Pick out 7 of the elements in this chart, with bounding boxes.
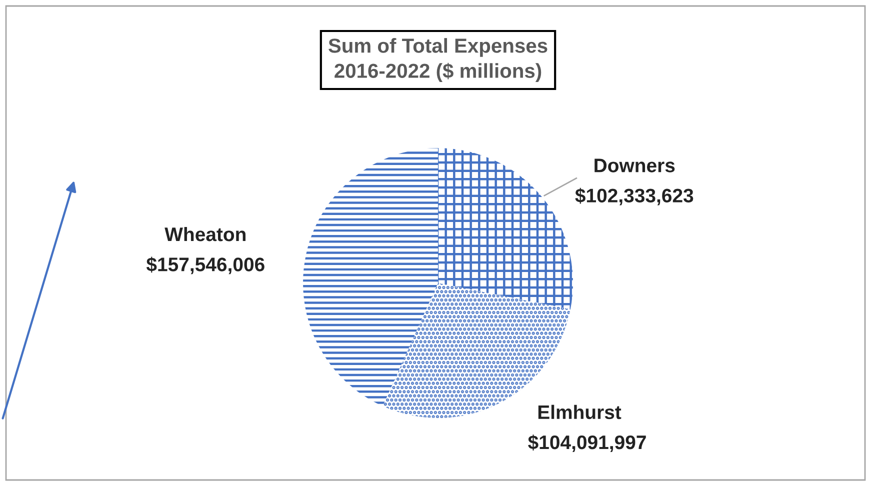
data-label: $102,333,623 (575, 188, 694, 206)
data-label: $104,091,997 (528, 434, 646, 452)
slice-label: Downers (594, 158, 675, 172)
data-label: $157,546,006 (146, 256, 264, 274)
slice-label: Elmhurst (538, 404, 622, 420)
chart-title: Sum of Total Expenses 2016-2022 ($ millions) (328, 38, 548, 82)
slice-label: Wheaton (164, 226, 246, 242)
